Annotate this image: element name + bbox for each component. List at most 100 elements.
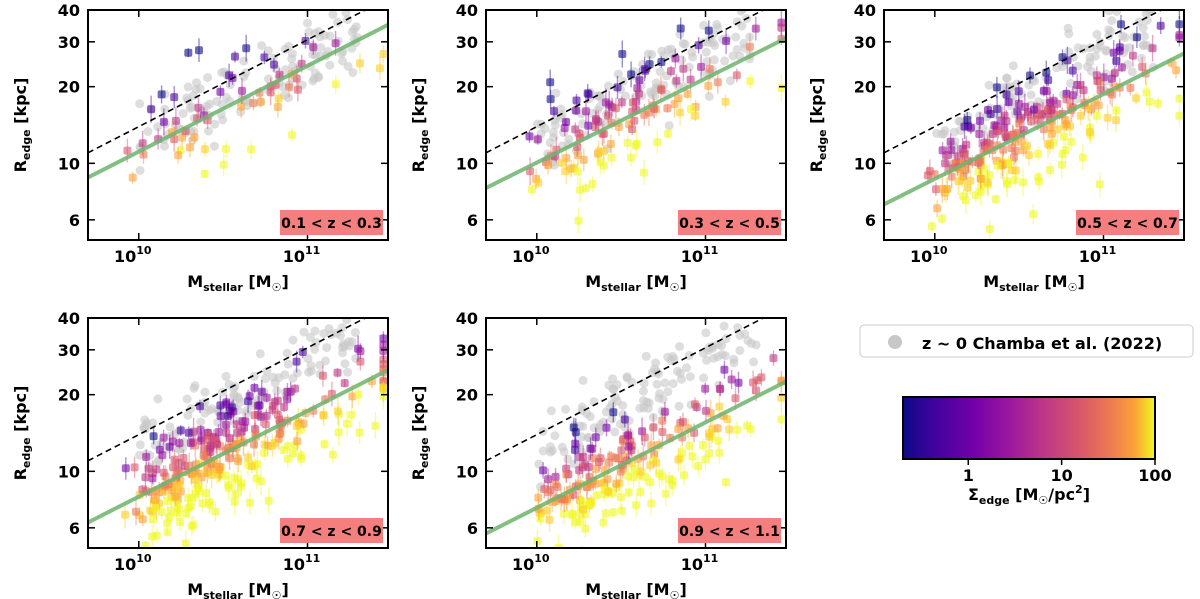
x-tick-label: 1010 [114,552,152,574]
data-point [320,440,329,449]
reference-point [135,99,145,109]
data-point [1059,132,1068,141]
data-point [250,440,258,449]
reference-point [556,104,566,114]
data-point [184,428,193,437]
data-point [254,401,263,410]
data-point [159,433,168,442]
data-point [592,115,601,123]
data-point [705,64,714,73]
reference-point [280,370,290,380]
data-point [616,467,625,476]
data-point [664,129,673,138]
fit-line [884,51,1184,207]
data-point [309,43,318,52]
data-point [356,347,365,356]
data-point [591,123,600,132]
data-point [172,508,181,517]
data-point [224,411,233,420]
reference-point [280,44,290,54]
data-point [546,95,555,104]
reference-point [720,56,730,66]
reference-point [745,32,755,42]
data-point [657,86,666,94]
data-point [534,178,543,187]
reference-point [343,367,352,377]
reference-point [160,141,169,151]
data-point [222,398,231,407]
x-tick-label: 1011 [681,552,719,574]
y-tick-label: 40 [456,1,478,20]
data-point [347,410,356,419]
data-point [584,121,593,130]
data-point [1046,166,1054,174]
reference-point [288,335,298,345]
reference-point [264,74,273,84]
reference-point [738,10,748,14]
data-point [379,50,388,58]
y-tick-label: 20 [58,386,80,405]
data-point [777,23,786,32]
data-point [714,436,723,445]
data-point [194,103,203,112]
reference-point [135,450,144,460]
reference-point [635,403,645,413]
data-point [1096,86,1105,95]
data-point [1053,125,1062,134]
reference-point [651,358,661,368]
data-point [249,99,258,108]
y-tick-label: 30 [456,341,478,360]
data-point [1063,56,1072,65]
data-point [231,490,240,499]
data-point [757,373,766,382]
data-point [688,452,697,461]
data-point [584,463,593,471]
reference-point [731,32,741,42]
data-point [617,446,626,455]
data-point [751,24,760,33]
reference-point [1144,10,1154,16]
data-point [1175,31,1184,40]
reference-point [664,121,674,131]
data-point [328,450,337,459]
data-point [175,439,184,448]
data-point [254,410,263,419]
data-point [624,431,633,440]
reference-point [1102,45,1111,55]
data-point [190,133,199,142]
data-point [1029,105,1038,114]
data-point [594,458,603,466]
data-point [578,555,586,563]
data-point [291,384,299,393]
reference-point [204,126,213,136]
data-point [925,167,934,176]
data-point [128,173,137,182]
data-point [618,50,627,58]
data-point [355,428,364,437]
data-point [713,424,722,433]
reference-point [720,351,730,361]
reference-point [303,354,313,364]
reference-point [350,328,360,337]
data-point [1001,130,1010,139]
reference-point [153,394,163,404]
data-point [966,123,975,132]
data-point [198,499,207,508]
data-point [200,145,209,154]
data-point [262,393,271,402]
colorbar-label: Σedge [M☉/pc2] [968,483,1090,507]
data-point [1112,116,1120,125]
reference-point [257,41,267,51]
reference-point [949,127,959,137]
data-point [1019,178,1027,187]
data-point [632,97,641,106]
reference-point [325,60,335,70]
data-point [152,531,161,540]
reference-point [663,45,673,55]
data-point [687,105,695,113]
fit-line [486,379,786,536]
redshift-box [280,518,383,543]
reference-point [1083,62,1092,72]
data-point [674,455,683,464]
reference-point [674,401,684,411]
